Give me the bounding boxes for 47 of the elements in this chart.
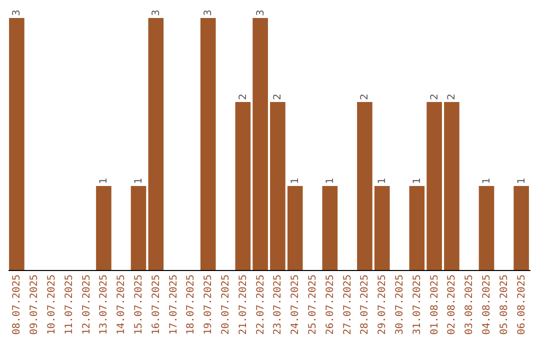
x-tick-label: 20.07.2025	[220, 274, 232, 335]
data-label: 1	[482, 178, 492, 184]
x-tick-label: 23.07.2025	[272, 274, 284, 335]
x-tick-label: 29.07.2025	[377, 274, 388, 335]
x-tick-label: 22.07.2025	[255, 274, 266, 335]
x-tick-label: 08.07.2025	[12, 274, 23, 335]
x-tick-label: 09.07.2025	[29, 274, 40, 335]
x-tick-label: 19.07.2025	[203, 274, 214, 335]
data-label: 3	[150, 10, 162, 16]
x-tick-label: 24.07.2025	[290, 274, 302, 335]
x-tick-label: 17.07.2025	[168, 274, 180, 335]
x-tick-label: 27.07.2025	[342, 274, 354, 335]
x-tick-label: 04.08.2025	[482, 274, 492, 335]
data-label: 1	[134, 178, 144, 184]
x-tick-label: 21.07.2025	[238, 274, 249, 335]
data-label: 2	[360, 94, 371, 100]
data-label: 1	[290, 178, 302, 184]
data-label: 1	[516, 178, 528, 184]
x-tick-label: 30.07.2025	[394, 274, 406, 335]
x-tick-label: 03.08.2025	[464, 274, 476, 335]
x-tick-label: 06.08.2025	[516, 274, 528, 335]
data-label: 1	[324, 178, 336, 184]
x-tick-label: 31.07.2025	[412, 274, 423, 335]
x-tick-label: 05.08.2025	[498, 274, 510, 335]
data-label: 2	[272, 94, 284, 100]
x-tick-label: 12.07.2025	[81, 274, 92, 335]
x-tick-label: 28.07.2025	[360, 274, 371, 335]
x-tick-label: 14.07.2025	[116, 274, 128, 335]
data-label: 2	[446, 94, 458, 100]
x-tick-label: 16.07.2025	[150, 274, 162, 335]
x-tick-label: 15.07.2025	[134, 274, 144, 335]
x-tick-label: 01.08.2025	[429, 274, 440, 335]
data-label: 2	[429, 94, 440, 100]
data-label: 3	[12, 10, 23, 16]
x-tick-label: 02.08.2025	[446, 274, 458, 335]
data-label: 3	[255, 10, 266, 16]
x-tick-label: 26.07.2025	[324, 274, 336, 335]
data-label: 1	[377, 178, 388, 184]
x-tick-label: 13.07.2025	[98, 274, 110, 335]
data-label: 2	[238, 94, 249, 100]
x-tick-label: 18.07.2025	[186, 274, 197, 335]
data-label: 1	[98, 178, 110, 184]
x-tick-label: 10.07.2025	[46, 274, 58, 335]
x-tick-label: 11.07.2025	[64, 274, 75, 335]
data-label: 1	[412, 178, 423, 184]
data-label: 3	[203, 10, 214, 16]
x-tick-label: 25.07.2025	[308, 274, 318, 335]
